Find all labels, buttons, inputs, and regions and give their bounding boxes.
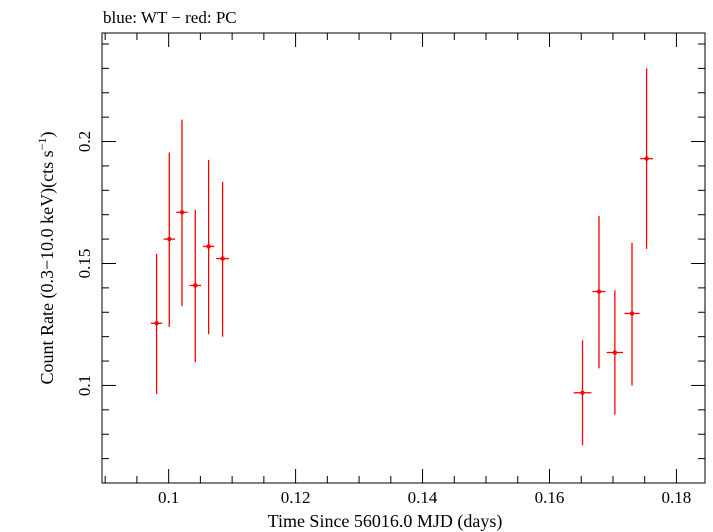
data-point [176, 119, 188, 307]
x-tick-label: 0.12 [281, 488, 311, 507]
data-point [202, 159, 215, 335]
data-points [150, 68, 653, 446]
point-marker [154, 321, 159, 326]
point-marker [644, 156, 649, 161]
point-marker [612, 350, 618, 355]
point-marker [193, 283, 198, 288]
point-marker [629, 311, 635, 316]
point-marker [220, 256, 225, 261]
data-point [189, 209, 202, 363]
y-axis-label-superscript: −1 [35, 138, 49, 151]
point-marker [179, 210, 185, 215]
y-tick-label: 0.2 [75, 131, 94, 152]
x-tick-label: 0.1 [158, 488, 179, 507]
data-point [606, 290, 624, 415]
y-tick-label: 0.1 [75, 375, 94, 396]
data-point [624, 242, 640, 386]
data-point [592, 215, 606, 369]
data-point [216, 181, 229, 337]
y-axis-ticks: 0.1 0.15 0.2 [75, 43, 705, 484]
x-tick-label: 0.16 [535, 488, 565, 507]
y-axis-label-main: Count Rate (0.3−10.0 keV)(cts s [37, 150, 58, 384]
data-point [150, 253, 163, 394]
x-axis-ticks: 0.1 0.12 0.14 0.16 0.18 [104, 33, 692, 507]
x-tick-label: 0.18 [662, 488, 692, 507]
y-tick-label: 0.15 [75, 249, 94, 279]
point-marker [167, 236, 172, 242]
data-point [163, 152, 175, 327]
y-axis-label-close: ) [37, 132, 58, 138]
point-marker [580, 390, 585, 395]
x-axis-label: Time Since 56016.0 MJD (days) [268, 511, 503, 532]
data-point [640, 68, 653, 249]
x-tick-label: 0.14 [408, 488, 438, 507]
point-marker [596, 289, 602, 294]
data-point [573, 340, 592, 446]
plot-frame [101, 32, 706, 484]
y-axis-label: Count Rate (0.3−10.0 keV)(cts s−1) [35, 132, 58, 385]
chart-title: blue: WT − red: PC [103, 8, 237, 27]
point-marker [206, 244, 211, 249]
